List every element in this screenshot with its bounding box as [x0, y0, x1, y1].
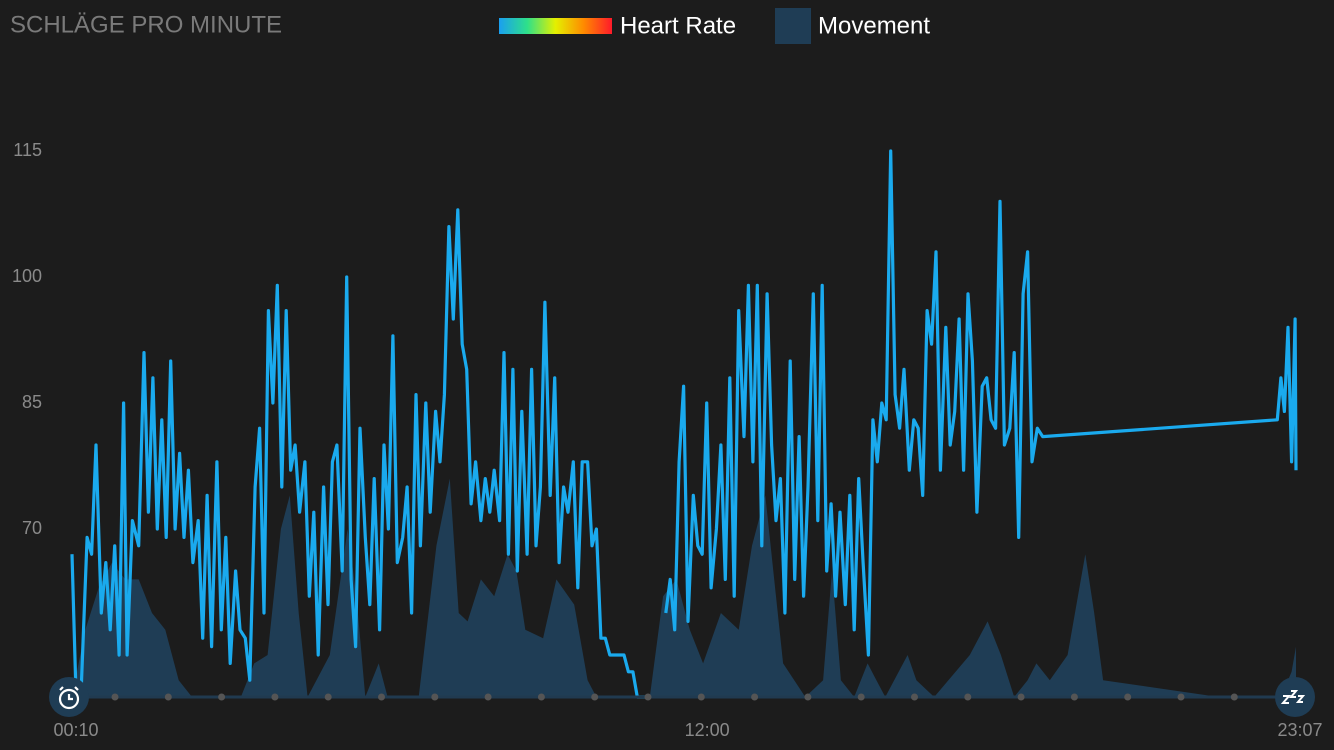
y-tick-label: 70 [22, 518, 42, 538]
alarm-icon [49, 677, 89, 717]
chart-title: SCHLÄGE PRO MINUTE [10, 11, 282, 38]
legend-swatch [499, 18, 612, 34]
timeline-dot [697, 693, 705, 701]
sleep-icon [1275, 677, 1315, 717]
timeline-dot [804, 693, 812, 701]
movement-area [72, 478, 1296, 697]
timeline-dot [1124, 693, 1132, 701]
heart-rate-line [70, 208, 648, 699]
timeline-dot [1017, 693, 1025, 701]
timeline-dot [271, 693, 279, 701]
timeline-dot [591, 693, 599, 701]
timeline-dot [911, 693, 918, 701]
plot [70, 149, 1298, 699]
timeline-dot [111, 693, 119, 701]
timeline-dot [644, 693, 652, 701]
timeline-dot [857, 693, 865, 701]
y-tick-label: 115 [13, 140, 42, 160]
timeline-dot [1177, 693, 1185, 701]
timeline-dot [484, 693, 492, 701]
timeline-dot [1230, 693, 1238, 701]
timeline-dot [964, 693, 972, 701]
heart-rate-line [664, 149, 1298, 657]
timeline-dot [751, 693, 759, 701]
legend-label: Heart Rate [620, 12, 736, 39]
timeline-dot [324, 693, 332, 701]
timeline-dot [218, 693, 226, 701]
x-tick-label: 12:00 [685, 720, 730, 740]
timeline-dots [111, 693, 1238, 701]
x-tick-label: 00:10 [53, 720, 98, 740]
timeline-dot [164, 693, 172, 701]
legend-swatch [775, 8, 811, 44]
x-tick-label: 23:07 [1277, 720, 1322, 740]
timeline-dot [378, 693, 385, 701]
timeline-dot [537, 693, 545, 701]
y-tick-label: 85 [22, 392, 42, 412]
legend-label: Movement [818, 12, 930, 39]
y-tick-label: 100 [12, 266, 42, 286]
timeline-dot [1070, 693, 1078, 701]
timeline-dot [431, 693, 439, 701]
